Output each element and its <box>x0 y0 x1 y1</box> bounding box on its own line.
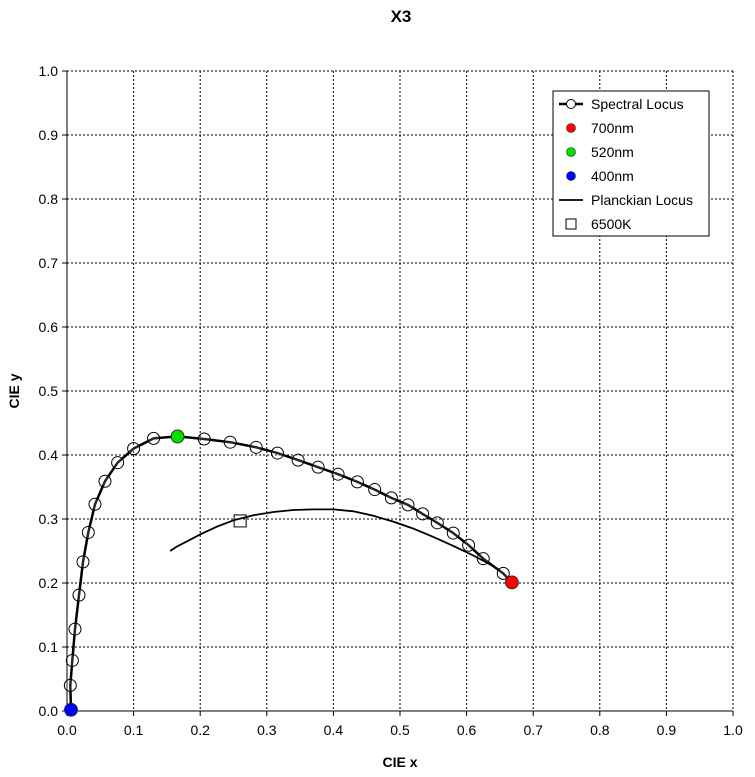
legend-dot-swatch <box>566 171 576 181</box>
spectral-locus-series <box>63 429 519 717</box>
spectral-locus-point <box>68 622 82 636</box>
y-tick-label: 0.1 <box>39 639 59 655</box>
legend-item-planckian-locus: Planckian Locus <box>559 192 693 208</box>
x-tick-label: 0.4 <box>324 722 344 738</box>
legend-item-400nm: 400nm <box>566 168 634 184</box>
legend-label: 6500K <box>591 216 632 232</box>
spectral-locus-point <box>88 497 102 511</box>
spectral-locus-point <box>270 446 284 460</box>
x-tick-label: 0.2 <box>190 722 210 738</box>
y-tick-label: 0.4 <box>39 447 59 463</box>
x-tick-label: 0.7 <box>523 722 543 738</box>
series-layer <box>63 429 519 717</box>
400nm-series <box>64 702 78 717</box>
y-tick-label: 0.5 <box>39 383 59 399</box>
y-tick-label: 0.0 <box>39 703 59 719</box>
spectral-locus-point <box>81 525 95 539</box>
400nm-marker <box>64 702 78 717</box>
spectral-locus-point <box>496 566 510 580</box>
spectral-locus-point <box>223 435 237 449</box>
y-tick-label: 0.7 <box>39 255 59 271</box>
legend-box <box>552 90 710 237</box>
chart-title: X3 <box>391 7 412 26</box>
legend-item-520nm: 520nm <box>566 144 634 160</box>
y-axis-label: CIE y <box>6 373 22 408</box>
legend-circle-swatch <box>566 99 576 109</box>
spectral-locus-point <box>65 653 79 667</box>
legend-dot-swatch <box>566 123 576 133</box>
x-tick-label: 0.0 <box>57 722 77 738</box>
x-axis-label: CIE x <box>382 754 417 770</box>
spectral-locus-point <box>63 678 77 692</box>
spectral-locus-point <box>384 491 398 505</box>
spectral-locus-point <box>401 498 415 512</box>
spectral-locus-point <box>98 474 112 488</box>
spectral-locus-line <box>69 435 513 710</box>
x-tick-label: 0.3 <box>257 722 277 738</box>
y-tick-label: 0.8 <box>39 191 59 207</box>
legend-label: 700nm <box>591 120 634 136</box>
legend-square-swatch <box>565 218 577 230</box>
legend-label: 520nm <box>591 144 634 160</box>
spectral-locus-point <box>446 526 460 540</box>
520nm-marker <box>170 429 185 444</box>
y-tick-label: 0.3 <box>39 511 59 527</box>
spectral-locus-point <box>76 555 90 569</box>
520nm-series <box>170 429 185 444</box>
legend-label: 400nm <box>591 168 634 184</box>
spectral-locus-point <box>350 475 364 489</box>
spectral-locus-point <box>111 456 125 470</box>
planckian-locus-series <box>169 508 501 571</box>
legend-dot-swatch <box>566 147 576 157</box>
legend-label: Planckian Locus <box>591 192 693 208</box>
legend-item-6500k: 6500K <box>565 216 632 232</box>
spectral-locus-point <box>368 483 382 497</box>
spectral-locus-point <box>462 538 476 552</box>
legend: Spectral Locus 700nm 520nm 400nm Planckian L… <box>552 90 710 237</box>
y-tick-label: 0.6 <box>39 319 59 335</box>
6500k-marker <box>233 514 247 528</box>
grid-lines <box>67 70 734 711</box>
700nm-series <box>504 575 519 590</box>
legend-item-700nm: 700nm <box>566 120 634 136</box>
y-tick-label: 1.0 <box>39 63 59 79</box>
spectral-locus-point <box>311 460 325 474</box>
spectral-locus-point <box>127 442 141 456</box>
x-tick-label: 0.9 <box>657 722 677 738</box>
planckian-locus-line <box>169 508 501 571</box>
spectral-locus-point <box>416 507 430 521</box>
spectral-locus-point <box>291 453 305 467</box>
axis-ticks: 0.0 0.1 0.2 0.3 0.4 0.5 0.6 0.7 0.8 0.9 1.0 0.0 0.1 0… <box>39 63 743 738</box>
x-tick-label: 0.6 <box>457 722 477 738</box>
legend-item-spectral-locus: Spectral Locus <box>559 96 684 112</box>
legend-label: Spectral Locus <box>591 96 684 112</box>
x-tick-label: 0.5 <box>390 722 410 738</box>
spectral-locus-point <box>147 431 161 445</box>
700nm-marker <box>504 575 519 590</box>
spectral-locus-point <box>331 467 345 481</box>
spectral-locus-point <box>430 516 444 530</box>
x-tick-label: 1.0 <box>723 722 743 738</box>
spectral-locus-point <box>197 432 211 446</box>
6500k-series <box>233 514 247 528</box>
spectral-locus-point <box>249 440 263 454</box>
x-tick-label: 0.1 <box>124 722 144 738</box>
y-tick-label: 0.2 <box>39 575 59 591</box>
spectral-locus-point <box>72 588 86 602</box>
y-tick-label: 0.9 <box>39 127 59 143</box>
x-tick-label: 0.8 <box>590 722 610 738</box>
